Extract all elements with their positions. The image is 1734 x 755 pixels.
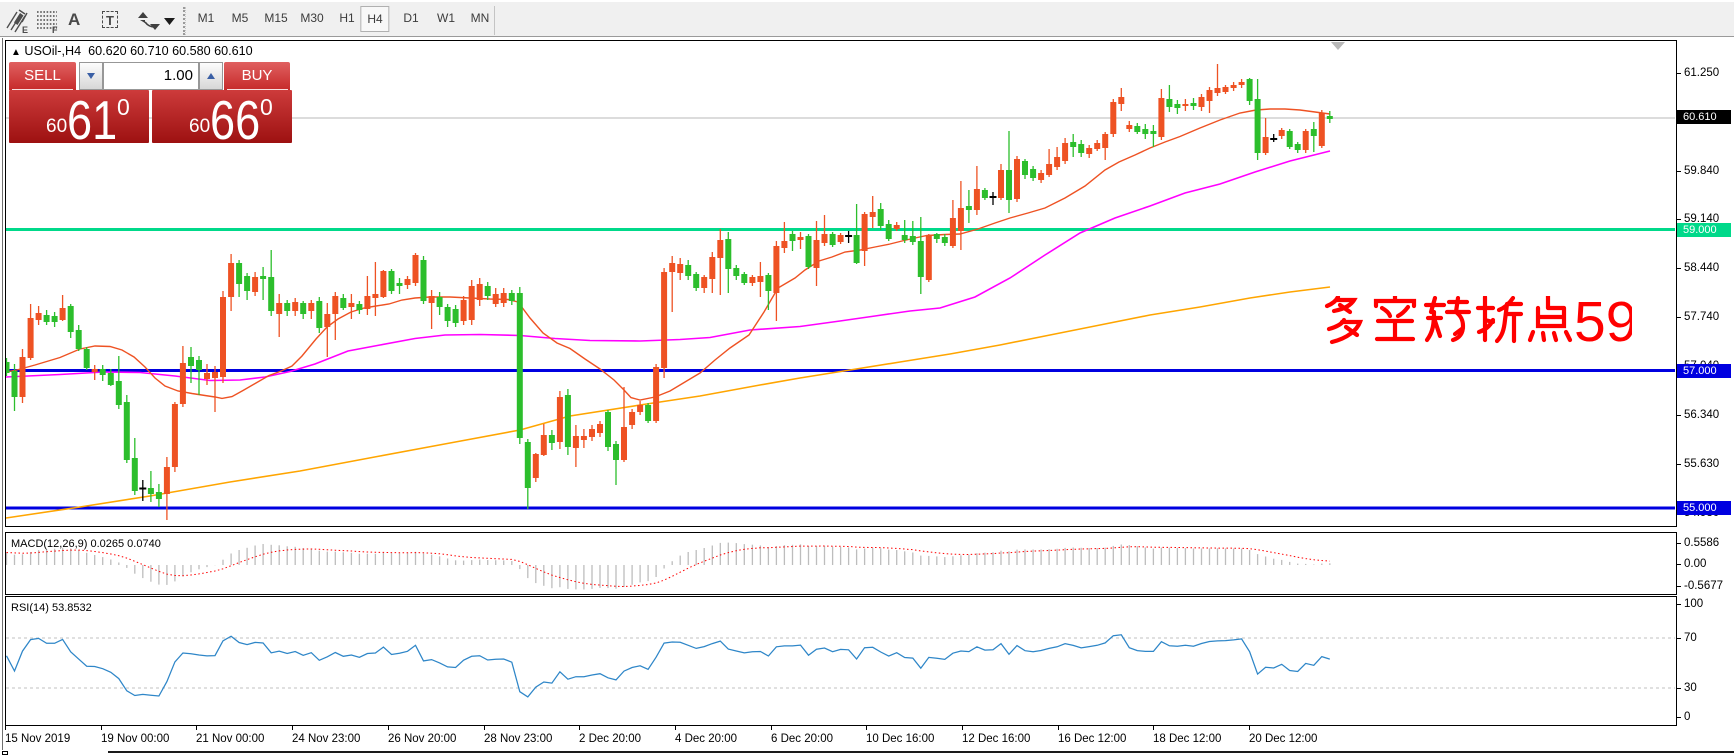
svg-text:F: F xyxy=(52,25,58,34)
svg-text:E: E xyxy=(22,25,28,34)
svg-text:59: 59 xyxy=(1574,296,1632,346)
